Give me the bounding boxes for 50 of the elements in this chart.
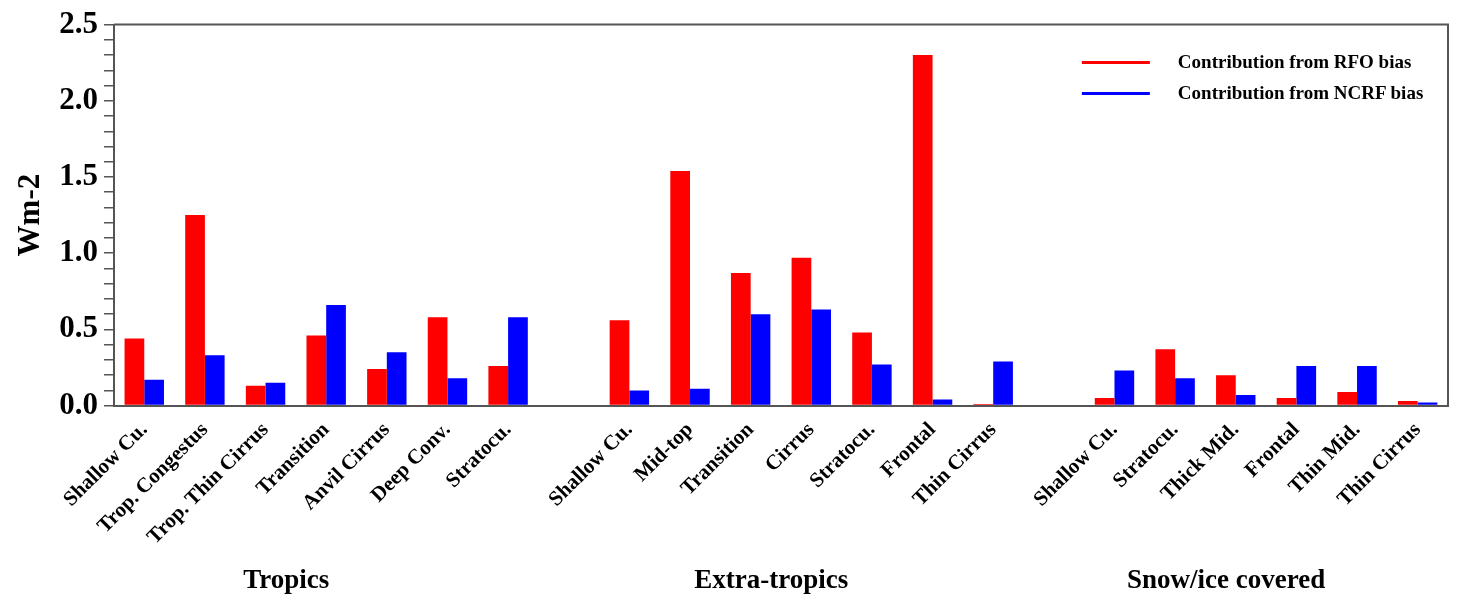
bar: [326, 305, 346, 405]
bar: [1175, 378, 1195, 405]
y-tick-label: 2.5: [59, 4, 98, 40]
bar: [508, 317, 528, 405]
bar: [1357, 366, 1377, 405]
bar: [386, 352, 407, 405]
text: Tropics: [243, 564, 330, 594]
bar: [488, 366, 509, 405]
bar: [265, 382, 286, 405]
bar: [1094, 398, 1115, 405]
bar: [609, 320, 630, 405]
bar: [124, 338, 145, 405]
bar: [690, 388, 710, 405]
bar: [367, 369, 387, 405]
text: Snow/ice covered: [1126, 564, 1326, 594]
bar: [1276, 398, 1297, 405]
bar: [204, 355, 225, 405]
y-tick-label: 1.0: [59, 233, 98, 269]
bar: [1397, 401, 1418, 405]
bar: [629, 390, 650, 405]
y-tick-label: 1.5: [59, 157, 98, 193]
bar: [912, 55, 933, 405]
bar: [1296, 366, 1317, 405]
bar: [427, 317, 448, 405]
bar: [1337, 391, 1358, 405]
y-tick-label: 0.0: [59, 385, 98, 421]
text: Extra-tropics: [694, 564, 849, 594]
bar: [750, 314, 771, 405]
y-tick-label: 0.5: [59, 309, 98, 345]
bar: [1235, 394, 1256, 405]
bar: [871, 364, 892, 405]
bar: [670, 170, 691, 405]
bar: [185, 215, 205, 405]
bar: [447, 378, 468, 405]
bar: [1155, 349, 1176, 405]
y-tick-label: 2.0: [59, 80, 98, 116]
bar: [932, 399, 953, 405]
legend-label: Contribution from RFO bias: [1177, 50, 1412, 72]
y-axis-title: Wm-2: [10, 173, 46, 257]
bar: [852, 332, 872, 405]
legend-label: Contribution from NCRF bias: [1177, 81, 1424, 103]
bar: [306, 335, 327, 405]
bar: [245, 385, 266, 405]
bar: [811, 309, 831, 405]
bar: [144, 379, 164, 405]
bar: [1216, 375, 1236, 405]
bar: [993, 361, 1013, 405]
bar: [730, 273, 751, 405]
bar: [791, 257, 812, 405]
bar: [1114, 370, 1135, 405]
